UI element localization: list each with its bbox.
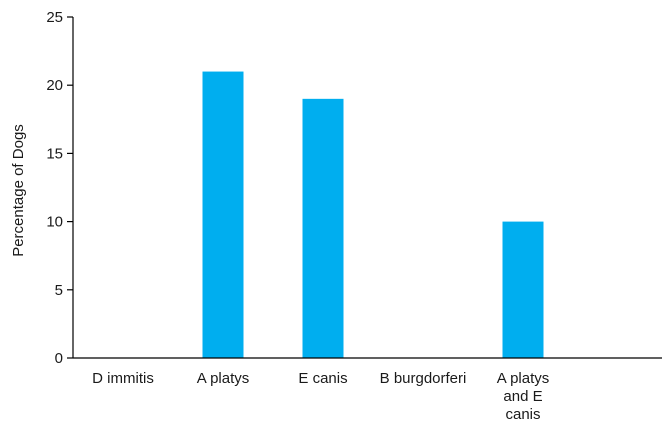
y-tick-label: 0 xyxy=(55,350,63,367)
x-category-label-line: B burgdorferi xyxy=(380,370,467,387)
x-category-label-line: E canis xyxy=(298,370,347,387)
y-tick-label: 5 xyxy=(55,282,63,299)
x-axis-category-labels: D immitis A platys E canis B burgdorferi A p… xyxy=(92,370,549,423)
bars xyxy=(202,71,544,358)
x-category-label-line: A platys xyxy=(197,370,250,387)
y-tick-label: 10 xyxy=(46,214,63,231)
y-axis-title: Percentage of Dogs xyxy=(10,124,27,257)
x-category-label-line: A platys xyxy=(497,370,550,387)
x-category-label-line: D immitis xyxy=(92,370,154,387)
x-category-label: E canis xyxy=(298,370,347,387)
x-category-label-line: and E xyxy=(503,388,542,405)
bar xyxy=(302,98,344,358)
x-category-label: B burgdorferi xyxy=(380,370,467,387)
x-category-label: D immitis xyxy=(92,370,154,387)
y-tick-label: 25 xyxy=(46,9,63,26)
y-tick-label: 15 xyxy=(46,145,63,162)
x-category-label: A platys xyxy=(197,370,250,387)
bar xyxy=(502,221,544,358)
y-axis-ticks: 0 5 10 15 20 25 xyxy=(46,9,73,367)
bar xyxy=(202,71,244,358)
x-category-label-line: canis xyxy=(505,406,540,423)
y-tick-label: 20 xyxy=(46,77,63,94)
